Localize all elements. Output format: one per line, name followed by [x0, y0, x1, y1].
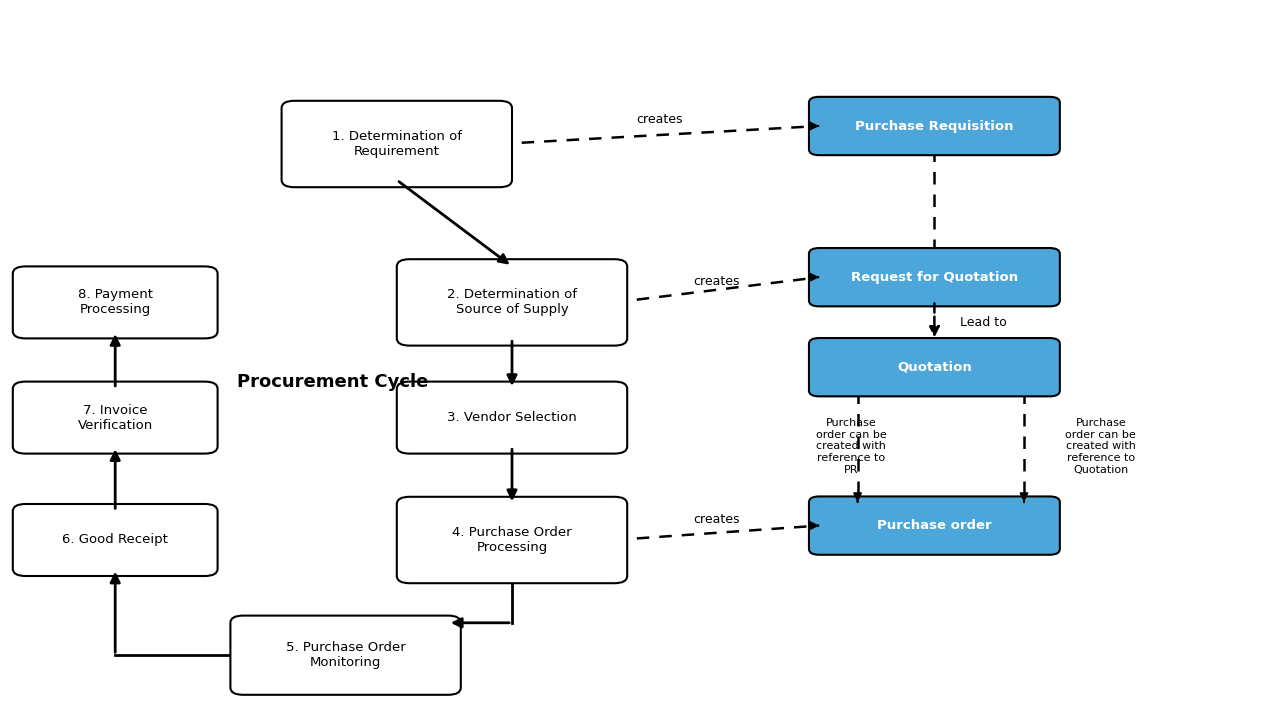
Text: 1. Determination of
Requirement: 1. Determination of Requirement — [332, 130, 462, 158]
Text: 8. Payment
Processing: 8. Payment Processing — [78, 289, 152, 316]
FancyBboxPatch shape — [809, 97, 1060, 156]
Text: Request for Quotation: Request for Quotation — [851, 271, 1018, 284]
Text: 5. Purchase Order
Monitoring: 5. Purchase Order Monitoring — [285, 642, 406, 669]
FancyBboxPatch shape — [397, 382, 627, 454]
Text: Lead to: Lead to — [960, 315, 1007, 329]
Text: 7. Invoice
Verification: 7. Invoice Verification — [78, 404, 152, 431]
Text: Quotation: Quotation — [897, 361, 972, 374]
Text: Procurement Cycle: Procurement Cycle — [237, 373, 429, 391]
FancyBboxPatch shape — [809, 338, 1060, 397]
FancyBboxPatch shape — [13, 504, 218, 576]
Text: 3. Vendor Selection: 3. Vendor Selection — [447, 411, 577, 424]
Text: Purchase Requisition: Purchase Requisition — [855, 120, 1014, 132]
Text: Purchase
order can be
created with
reference to
Quotation: Purchase order can be created with refer… — [1065, 418, 1137, 474]
Text: 2. Determination of
Source of Supply: 2. Determination of Source of Supply — [447, 289, 577, 316]
FancyBboxPatch shape — [230, 616, 461, 695]
FancyBboxPatch shape — [397, 497, 627, 583]
FancyBboxPatch shape — [13, 266, 218, 338]
FancyBboxPatch shape — [809, 248, 1060, 307]
Text: Purchase
order can be
created with
reference to
PR: Purchase order can be created with refer… — [815, 418, 887, 474]
Text: creates: creates — [694, 513, 740, 526]
Text: creates: creates — [636, 113, 682, 126]
Text: 4. Purchase Order
Processing: 4. Purchase Order Processing — [452, 526, 572, 554]
FancyBboxPatch shape — [809, 497, 1060, 554]
FancyBboxPatch shape — [397, 259, 627, 346]
Text: Purchase order: Purchase order — [877, 519, 992, 532]
FancyBboxPatch shape — [13, 382, 218, 454]
FancyBboxPatch shape — [282, 101, 512, 187]
Text: creates: creates — [694, 275, 740, 288]
Text: 6. Good Receipt: 6. Good Receipt — [63, 534, 168, 546]
